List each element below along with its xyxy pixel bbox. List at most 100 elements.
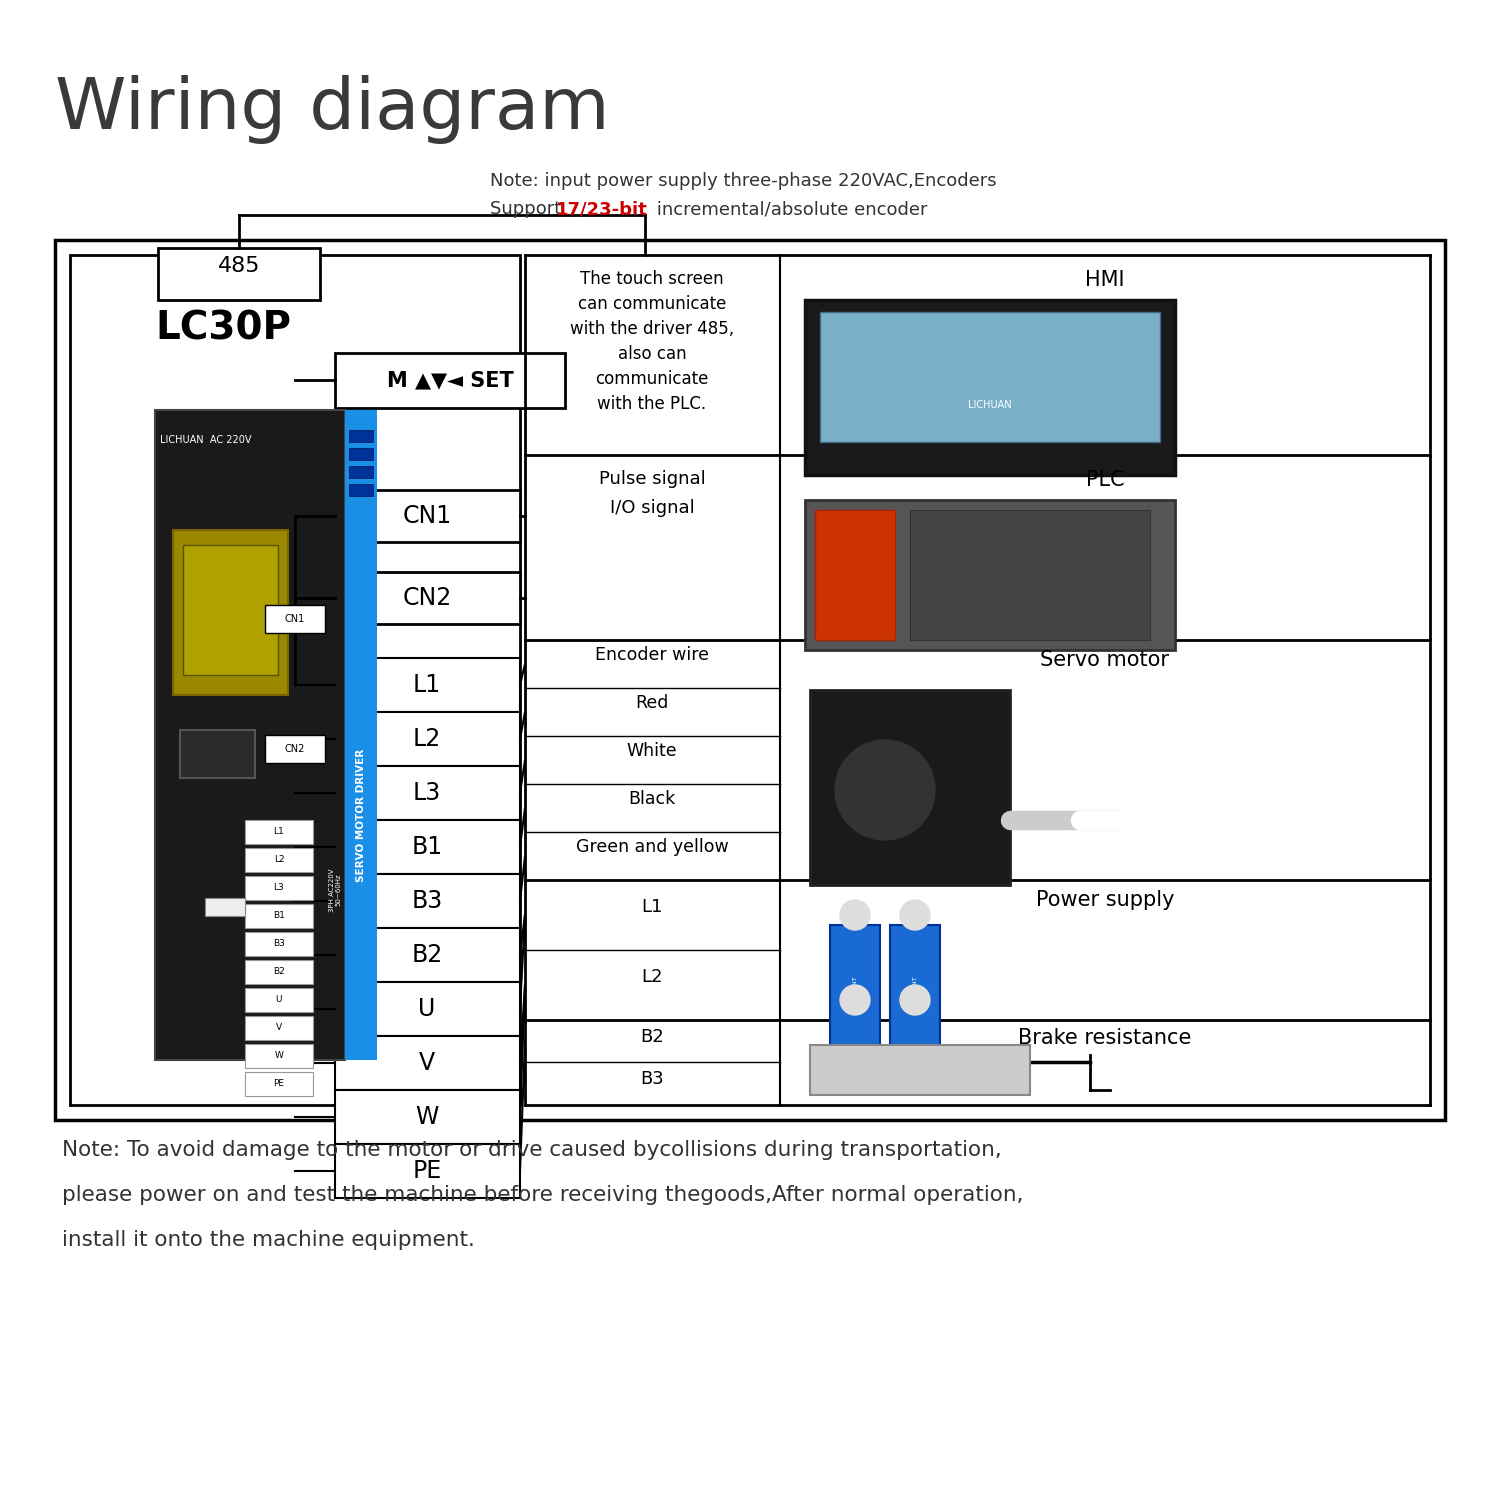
Text: install it onto the machine equipment.: install it onto the machine equipment. [62,1230,476,1250]
FancyBboxPatch shape [244,1072,314,1096]
FancyBboxPatch shape [334,352,566,408]
Text: L3: L3 [273,884,285,892]
Text: V: V [419,1052,435,1076]
FancyBboxPatch shape [244,821,314,844]
FancyBboxPatch shape [806,500,1174,650]
FancyBboxPatch shape [910,510,1150,640]
FancyBboxPatch shape [206,898,245,916]
Text: L2: L2 [273,855,285,864]
Text: SERVO MOTOR DRIVER: SERVO MOTOR DRIVER [356,748,366,882]
FancyBboxPatch shape [334,572,520,624]
Circle shape [900,986,930,1016]
FancyBboxPatch shape [334,821,520,874]
FancyBboxPatch shape [334,1090,520,1144]
Text: Support: Support [490,200,567,217]
FancyBboxPatch shape [334,712,520,766]
FancyBboxPatch shape [266,604,326,633]
Circle shape [840,986,870,1016]
Circle shape [836,740,934,840]
Text: White: White [627,742,678,760]
Text: CN2: CN2 [285,744,304,754]
FancyBboxPatch shape [244,960,314,984]
Text: B2: B2 [411,944,442,968]
FancyBboxPatch shape [158,248,320,300]
Text: CN1: CN1 [285,614,304,624]
Text: Note: To avoid damage to the motor or drive caused bycollisions during transport: Note: To avoid damage to the motor or dr… [62,1140,1002,1160]
Text: Note: input power supply three-phase 220VAC,Encoders: Note: input power supply three-phase 220… [490,172,996,190]
FancyBboxPatch shape [334,490,520,542]
Text: Red: Red [636,694,669,712]
Text: B1: B1 [411,836,442,860]
Text: B3: B3 [411,890,442,914]
Text: B2: B2 [640,1028,664,1045]
FancyBboxPatch shape [830,926,880,1050]
FancyBboxPatch shape [244,847,314,871]
Text: B3: B3 [273,939,285,948]
FancyBboxPatch shape [350,484,374,496]
Text: Pulse signal
I/O signal: Pulse signal I/O signal [598,470,705,518]
Text: U: U [276,996,282,1005]
Text: LICHUAN  AC 220V: LICHUAN AC 220V [160,435,252,445]
Text: 485: 485 [217,256,261,276]
FancyBboxPatch shape [244,1016,314,1040]
Text: LICHUAN: LICHUAN [968,400,1012,410]
Text: B2: B2 [273,968,285,976]
FancyBboxPatch shape [70,255,520,1106]
FancyBboxPatch shape [183,544,278,675]
FancyBboxPatch shape [334,658,520,712]
Text: CHINT: CHINT [912,975,918,994]
Text: CN2: CN2 [402,586,451,610]
FancyBboxPatch shape [334,874,520,928]
Text: U: U [419,998,435,1022]
Text: Power supply: Power supply [1035,890,1174,910]
Text: The touch screen
can communicate
with the driver 485,
also can
communicate
with : The touch screen can communicate with th… [570,270,734,413]
Text: CHINT: CHINT [852,975,858,994]
FancyBboxPatch shape [244,876,314,900]
FancyBboxPatch shape [56,240,1444,1120]
FancyBboxPatch shape [244,904,314,928]
FancyBboxPatch shape [334,766,520,820]
Text: Brake resistance: Brake resistance [1019,1028,1191,1048]
Text: B3: B3 [640,1070,664,1088]
FancyBboxPatch shape [334,1144,520,1198]
FancyBboxPatch shape [350,430,374,442]
Text: L1: L1 [642,898,663,916]
FancyBboxPatch shape [815,510,896,640]
Text: W: W [416,1106,438,1130]
FancyBboxPatch shape [154,410,345,1060]
FancyBboxPatch shape [810,1046,1030,1095]
Text: CN1: CN1 [402,504,451,528]
Text: PLC: PLC [1086,470,1125,490]
FancyBboxPatch shape [266,735,326,764]
FancyBboxPatch shape [244,932,314,956]
FancyBboxPatch shape [350,466,374,478]
FancyBboxPatch shape [334,1036,520,1090]
Circle shape [840,900,870,930]
Text: LC30P: LC30P [154,310,291,348]
Text: please power on and test the machine before receiving thegoods,After normal oper: please power on and test the machine bef… [62,1185,1023,1204]
Text: 3PH AC220V
50~60Hz: 3PH AC220V 50~60Hz [328,868,342,912]
FancyBboxPatch shape [334,982,520,1036]
Circle shape [900,900,930,930]
Text: L2: L2 [413,728,441,752]
Text: PE: PE [413,1160,441,1184]
FancyBboxPatch shape [345,410,376,1060]
Text: B1: B1 [273,912,285,921]
Text: L1: L1 [413,674,441,698]
FancyBboxPatch shape [810,690,1010,885]
Text: Wiring diagram: Wiring diagram [56,75,609,144]
Text: Green and yellow: Green and yellow [576,839,729,856]
FancyBboxPatch shape [180,730,255,778]
Text: Servo motor: Servo motor [1041,650,1170,670]
Text: Black: Black [628,790,675,808]
FancyBboxPatch shape [244,1044,314,1068]
Text: L2: L2 [642,968,663,986]
FancyBboxPatch shape [334,928,520,982]
FancyBboxPatch shape [890,926,940,1050]
FancyBboxPatch shape [821,312,1160,442]
Text: W: W [274,1052,284,1060]
Text: Encoder wire: Encoder wire [596,646,709,664]
FancyBboxPatch shape [244,988,314,1012]
Text: M ▲▼◄ SET: M ▲▼◄ SET [387,370,513,390]
Text: HMI: HMI [1084,270,1125,290]
